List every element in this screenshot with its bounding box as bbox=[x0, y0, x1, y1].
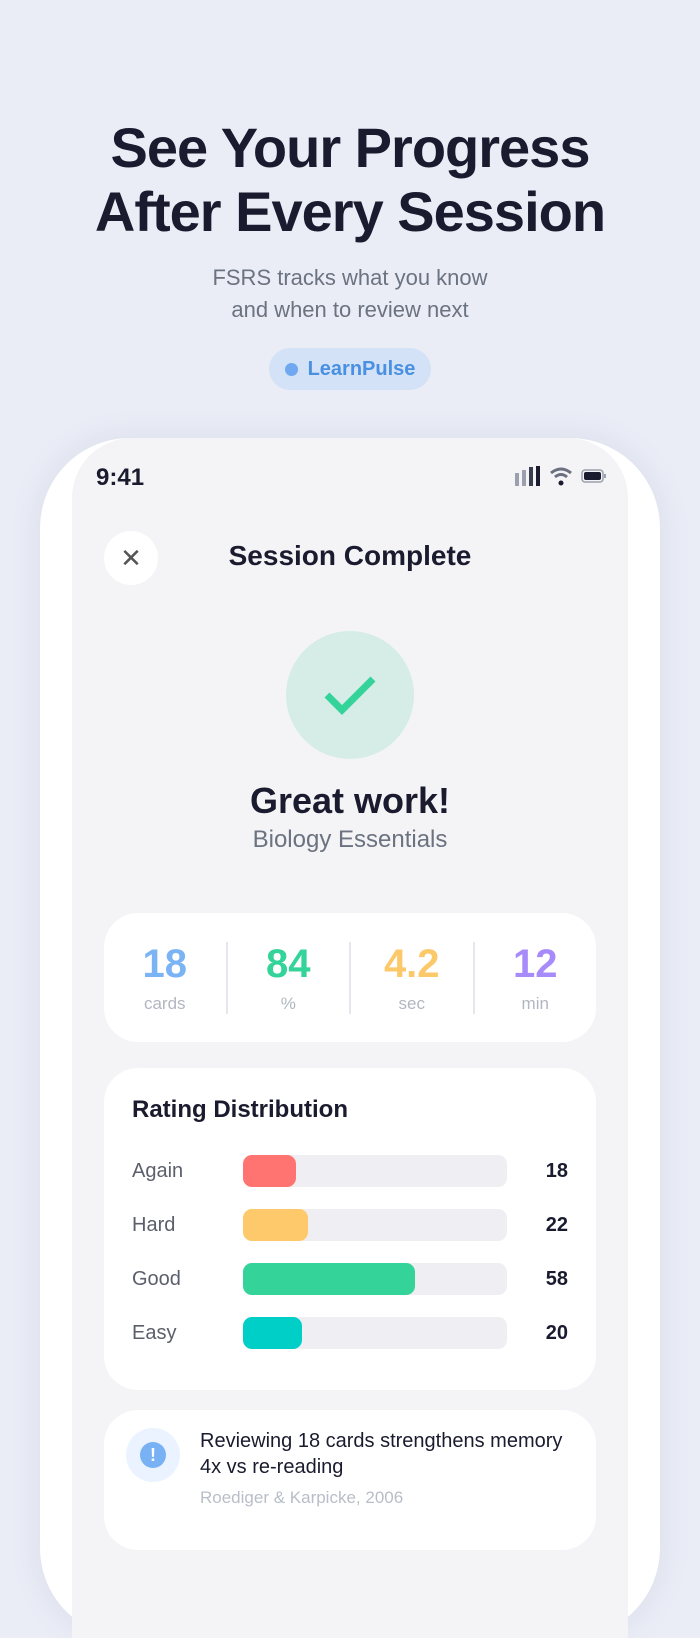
rating-row-easy: Easy 20 bbox=[132, 1306, 568, 1360]
rating-distribution-card: Rating Distribution Again 18 Hard 22 Good 58 E… bbox=[104, 1068, 596, 1390]
rating-bar-track bbox=[243, 1155, 507, 1187]
rating-count: 58 bbox=[545, 1267, 568, 1290]
section-title: Rating Distribution bbox=[132, 1096, 348, 1123]
rating-bar-fill bbox=[243, 1155, 297, 1187]
info-icon: ! bbox=[140, 1442, 166, 1468]
battery-icon bbox=[581, 469, 606, 483]
page-title: Session Complete bbox=[228, 540, 472, 571]
rating-label: Hard bbox=[132, 1213, 176, 1236]
rating-bar-track bbox=[243, 1317, 507, 1349]
hero-title: See Your Progress After Every Session bbox=[94, 116, 606, 243]
rating-row-again: Again 18 bbox=[132, 1144, 568, 1198]
tip-source: Roediger & Karpicke, 2006 bbox=[200, 1488, 404, 1507]
check-icon bbox=[324, 676, 376, 715]
close-button[interactable]: ✕ bbox=[104, 531, 158, 585]
stat-avg-time: 4.2 sec bbox=[349, 941, 473, 1014]
rating-label: Again bbox=[132, 1159, 184, 1182]
info-icon-wrap: ! bbox=[126, 1428, 180, 1482]
success-badge bbox=[286, 631, 414, 759]
rating-count: 22 bbox=[545, 1213, 568, 1236]
close-icon: ✕ bbox=[120, 542, 142, 573]
rating-bar-fill bbox=[243, 1263, 415, 1295]
status-time: 9:41 bbox=[96, 464, 145, 491]
rating-count: 20 bbox=[545, 1321, 568, 1344]
cellular-icon bbox=[515, 466, 540, 486]
rating-bar-track bbox=[243, 1263, 507, 1295]
rating-bar-track bbox=[243, 1209, 507, 1241]
stat-accuracy: 84% bbox=[225, 941, 350, 1014]
stat-duration: 12 min bbox=[472, 941, 597, 1014]
hero-subtitle: FSRS tracks what you know and when to rev… bbox=[212, 265, 488, 322]
deck-name: Biology Essentials bbox=[252, 826, 448, 853]
brand-badge: LearnPulse bbox=[269, 348, 431, 390]
wifi-icon bbox=[550, 467, 572, 486]
rating-bar-fill bbox=[243, 1209, 309, 1241]
rating-row-good: Good 58 bbox=[132, 1252, 568, 1306]
dot-icon bbox=[284, 362, 298, 376]
rating-bar-fill bbox=[243, 1317, 303, 1349]
tip-card: ! Reviewing 18 cards strengthens memory … bbox=[104, 1410, 596, 1550]
rating-count: 18 bbox=[545, 1159, 568, 1182]
status-icons bbox=[515, 466, 607, 486]
rating-row-hard: Hard 22 bbox=[132, 1198, 568, 1252]
headline: Great work! bbox=[249, 780, 451, 821]
stat-cards: 18 cards bbox=[142, 941, 188, 1013]
rating-label: Easy bbox=[132, 1321, 177, 1344]
tip-text: Reviewing 18 cards strengthens memory 4x… bbox=[200, 1430, 563, 1478]
rating-label: Good bbox=[132, 1267, 181, 1290]
stats-card: 18 cards 84% 4.2 sec 12 min bbox=[104, 913, 596, 1042]
